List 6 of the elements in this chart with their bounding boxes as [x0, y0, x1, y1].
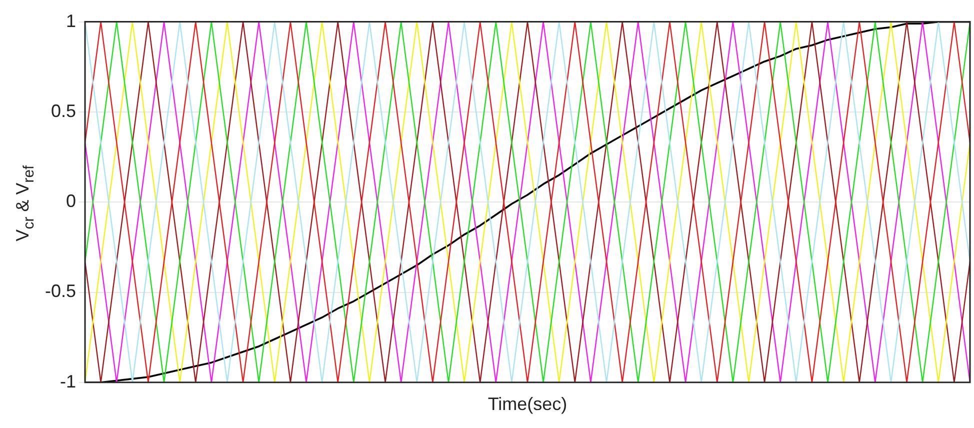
y-tick-label: -0.5 — [44, 281, 76, 302]
y-tick-label: 0.5 — [50, 100, 76, 121]
y-tick-label: 0 — [66, 191, 76, 212]
y-tick-label: 1 — [66, 10, 76, 31]
y-tick-label: -1 — [60, 371, 76, 392]
x-axis-title: Time(sec) — [488, 394, 568, 414]
